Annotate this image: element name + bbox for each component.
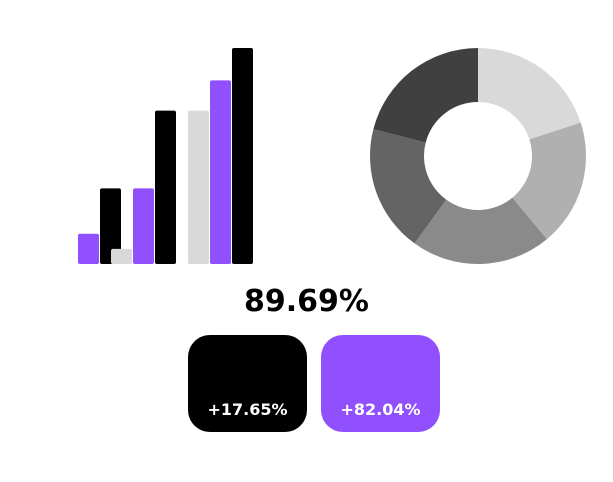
bar-group3-series2 bbox=[210, 80, 231, 265]
bar-group2-series3 bbox=[155, 110, 176, 264]
change-card-black: +17.65% bbox=[188, 335, 307, 432]
bar-group1-series2 bbox=[78, 233, 99, 264]
bar-group3-series1 bbox=[188, 110, 209, 264]
donut-slice-5 bbox=[373, 48, 478, 143]
bar-group3-series3 bbox=[232, 48, 253, 264]
summary-percentage: 89.69% bbox=[244, 284, 369, 319]
donut-slice-4 bbox=[369, 129, 447, 244]
bar-group1-series3 bbox=[100, 188, 121, 264]
change-card-purple-label: +82.04% bbox=[340, 400, 421, 419]
bar-chart bbox=[78, 48, 253, 265]
bar-group2-series2 bbox=[133, 188, 154, 264]
donut-slice-2 bbox=[512, 122, 587, 240]
donut-slice-1 bbox=[478, 48, 581, 140]
donut-chart bbox=[369, 48, 587, 264]
donut-slice-3 bbox=[414, 197, 547, 264]
bar-group2-series1 bbox=[111, 248, 132, 264]
change-card-purple: +82.04% bbox=[321, 335, 440, 432]
change-card-black-label: +17.65% bbox=[207, 400, 288, 419]
